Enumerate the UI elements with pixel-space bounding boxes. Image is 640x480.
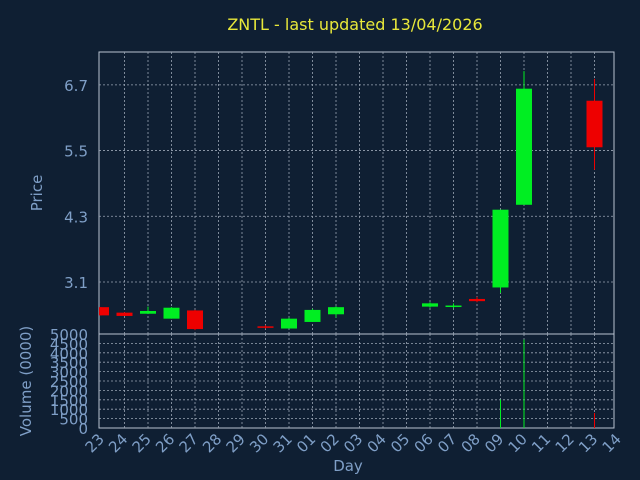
day-tick-label: 07 [434, 430, 460, 456]
volume-tick-label: 2000 [50, 382, 88, 400]
volume-tick-label: 5000 [50, 326, 88, 344]
candle-body [469, 298, 485, 302]
volume-tick-label: 1500 [50, 392, 88, 410]
volume-tick-label: 4000 [50, 345, 88, 363]
day-tick-label: 01 [293, 430, 319, 456]
candle-body [140, 311, 156, 314]
day-tick-label: 14 [599, 430, 625, 456]
volume-axis-label: Volume (0000) [17, 326, 35, 436]
candle-body [163, 307, 180, 319]
candle-body [281, 318, 297, 329]
candle-body [516, 88, 532, 205]
day-tick-label: 04 [364, 430, 390, 456]
day-axis-label: Day [333, 457, 363, 475]
price-tick-label: 6.7 [64, 77, 88, 95]
day-tick-label: 06 [411, 430, 437, 456]
volume-tick-label: 500 [59, 411, 88, 429]
day-tick-label: 03 [340, 430, 366, 456]
candle-body [187, 310, 203, 330]
day-tick-label: 02 [317, 430, 343, 456]
candle-body [586, 100, 603, 148]
candle-body [422, 303, 438, 307]
day-tick-label: 09 [481, 430, 507, 456]
volume-tick-label: 1000 [50, 401, 88, 419]
day-tick-label: 28 [199, 430, 225, 456]
volume-tick-label: 2500 [50, 373, 88, 391]
candle-body [445, 305, 462, 308]
candle-body [492, 209, 509, 288]
volume-tick-label: 3500 [50, 354, 88, 372]
day-tick-label: 11 [528, 430, 554, 456]
day-tick-label: 24 [105, 430, 131, 456]
day-tick-label: 25 [129, 430, 155, 456]
day-tick-label: 27 [176, 430, 202, 456]
day-tick-label: 10 [505, 430, 531, 456]
price-plot-area [98, 51, 615, 335]
day-tick-label: 05 [387, 430, 413, 456]
volume-bars [500, 339, 595, 428]
day-tick-label: 13 [575, 430, 601, 456]
day-tick-label: 30 [246, 430, 272, 456]
gridlines [99, 52, 614, 428]
volume-tick-label: 4500 [50, 335, 88, 353]
volume-tick-label: 0 [78, 420, 88, 438]
candle-body [304, 309, 321, 322]
day-axis: 2324252627282930310102030405060708091011… [82, 430, 625, 456]
day-tick-label: 31 [270, 430, 296, 456]
day-tick-label: 29 [223, 430, 249, 456]
day-tick-label: 08 [458, 430, 484, 456]
price-axis-label: Price [28, 175, 46, 212]
price-axis: 3.1 4.3 5.5 6.7 [64, 77, 88, 292]
candle-body [328, 307, 344, 315]
candle-body [99, 307, 109, 316]
candle-body [116, 312, 133, 316]
candle-body [257, 326, 274, 328]
price-tick-label: 5.5 [64, 143, 88, 161]
price-tick-label: 4.3 [64, 208, 88, 226]
day-tick-label: 26 [152, 430, 178, 456]
day-tick-label: 12 [552, 430, 578, 456]
candles [99, 71, 603, 331]
chart-title: ZNTL - last updated 13/04/2026 [227, 15, 482, 34]
price-tick-label: 3.1 [64, 274, 88, 292]
volume-tick-label: 3000 [50, 364, 88, 382]
